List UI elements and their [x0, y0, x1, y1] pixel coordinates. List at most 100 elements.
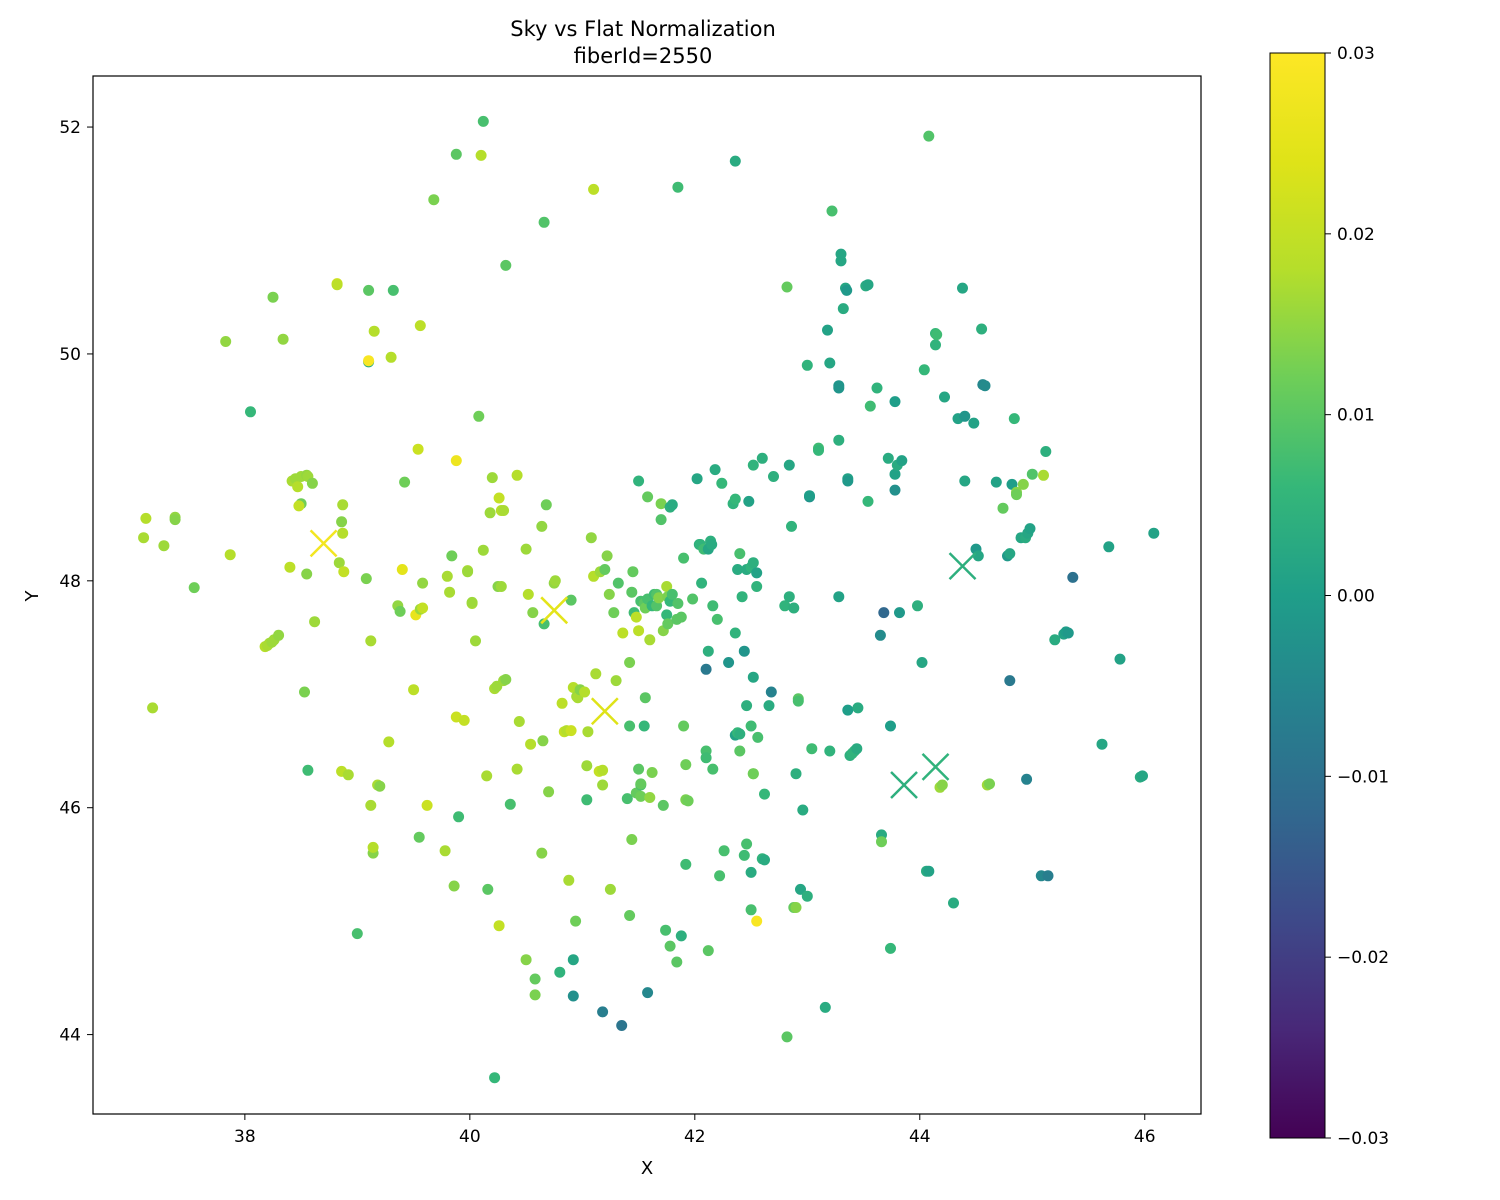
scatter-point	[1049, 634, 1061, 646]
scatter-point	[682, 795, 694, 807]
x-marker	[540, 596, 569, 625]
scatter-point	[716, 477, 728, 489]
scatter-point	[664, 940, 676, 952]
y-tick-label: 44	[59, 1026, 81, 1046]
scatter-point	[302, 764, 314, 776]
scatter-point	[1067, 571, 1079, 583]
scatter-point	[862, 495, 874, 507]
scatter-point	[1004, 675, 1016, 687]
colorbar-tick-label: −0.01	[1337, 767, 1389, 787]
scatter-point	[387, 284, 399, 296]
scatter-point	[657, 799, 669, 811]
scatter-point	[336, 516, 348, 528]
scatter-point	[338, 566, 350, 578]
scatter-point	[930, 339, 941, 351]
scatter-point	[824, 745, 836, 757]
highlight-markers	[309, 529, 977, 799]
scatter-point	[245, 406, 256, 418]
chart-title: Sky vs Flat Normalization	[510, 17, 776, 41]
scatter-point	[493, 492, 505, 504]
x-tick-label: 46	[1134, 1127, 1156, 1147]
x-marker	[590, 697, 619, 726]
scatter-point	[661, 581, 673, 592]
scatter-point	[736, 591, 748, 603]
scatter-point	[732, 564, 744, 575]
scatter-point	[795, 883, 806, 895]
scatter-point	[889, 468, 901, 480]
scatter-point	[741, 700, 753, 712]
scatter-point	[331, 279, 343, 291]
scatter-point	[477, 115, 489, 127]
scatter-point	[635, 778, 647, 790]
scatter-point	[1062, 627, 1074, 639]
scatter-point	[477, 544, 489, 556]
scatter-point	[822, 324, 833, 336]
scatter-point	[959, 475, 971, 487]
scatter-point	[563, 874, 575, 886]
scatter-point	[885, 720, 896, 732]
x-tick-label: 38	[234, 1127, 256, 1147]
chart-subtitle: fiberId=2550	[574, 44, 713, 68]
scatter-point	[408, 684, 420, 696]
scatter-point	[765, 686, 777, 698]
scatter-point	[493, 920, 505, 932]
scatter-point	[741, 838, 753, 850]
scatter-point	[462, 566, 474, 578]
scatter-point	[646, 767, 658, 778]
scatter-point	[672, 598, 684, 609]
scatter-point	[734, 548, 746, 560]
scatter-point	[655, 498, 667, 510]
scatter-point	[520, 954, 532, 966]
scatter-point	[536, 520, 548, 532]
scatter-point	[306, 477, 318, 489]
scatter-point	[224, 549, 236, 561]
scatter-point	[660, 924, 672, 936]
scatter-point	[1042, 870, 1054, 882]
scatter-point	[876, 836, 887, 848]
scatter-point	[538, 618, 550, 630]
scatter-point	[612, 577, 624, 589]
scatter-point	[581, 760, 593, 772]
scatter-point	[500, 259, 512, 271]
scatter-point	[837, 303, 849, 315]
y-tick-label: 46	[59, 799, 81, 819]
scatter-point	[1148, 527, 1160, 539]
scatter-point	[948, 897, 959, 909]
scatter-point	[700, 752, 712, 764]
scatter-point	[565, 594, 577, 606]
scatter-point	[428, 194, 440, 206]
scatter-point	[638, 720, 650, 732]
colorbar-tick-label: 0.00	[1337, 587, 1375, 607]
scatter-point	[675, 611, 687, 623]
scatter-point	[662, 618, 674, 630]
scatter-point	[745, 866, 757, 878]
scatter-point	[633, 625, 645, 637]
scatter-point	[707, 763, 719, 775]
scatter-point	[513, 716, 525, 727]
scatter-point	[882, 452, 894, 464]
scatter-point	[624, 657, 636, 668]
scatter-point	[931, 329, 943, 341]
scatter-point	[959, 410, 971, 422]
scatter-point	[1114, 653, 1126, 665]
scatter-point	[752, 731, 764, 743]
scatter-point	[751, 915, 763, 927]
scatter-point	[610, 675, 622, 687]
scatter-point	[691, 473, 703, 485]
scatter-point	[570, 915, 582, 927]
scatter-point	[702, 645, 714, 657]
scatter-point	[538, 216, 550, 228]
scatter-point	[337, 499, 349, 511]
scatter-point	[537, 735, 549, 747]
scatter-point	[367, 841, 379, 853]
scatter-point	[729, 493, 741, 505]
scatter-point	[687, 593, 699, 605]
scatter-point	[729, 155, 741, 167]
scatter-point	[745, 904, 757, 916]
scatter-point	[597, 779, 609, 791]
scatter-point	[801, 890, 813, 902]
scatter-point	[450, 148, 462, 160]
colorbar-axis: 0.03 0.02 0.01 0.00 −0.01 −0.02 −0.03	[1325, 44, 1389, 1149]
scatter-point	[554, 966, 566, 978]
scatter-point	[138, 532, 150, 544]
